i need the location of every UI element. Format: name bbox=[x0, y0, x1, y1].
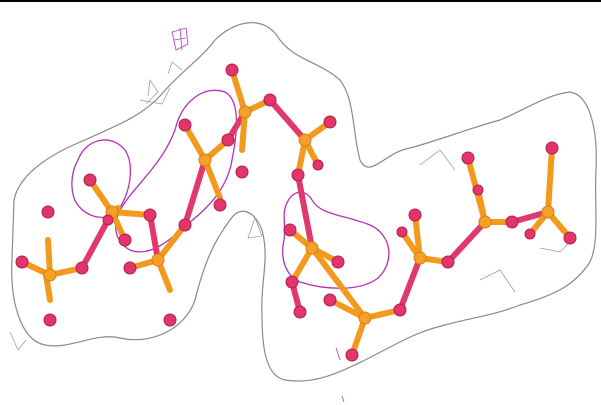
oxygen-atoms bbox=[15, 63, 577, 362]
grey-density-mesh bbox=[9, 22, 597, 382]
top-border-line bbox=[0, 0, 601, 2]
